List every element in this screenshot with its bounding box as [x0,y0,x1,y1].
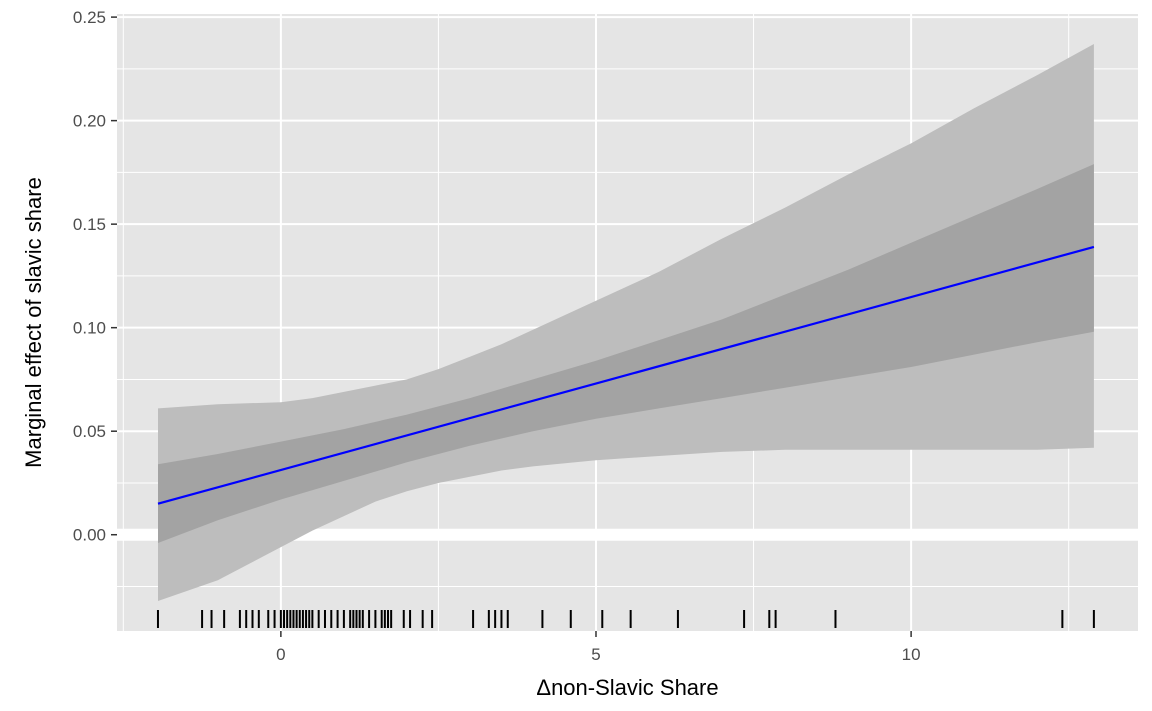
y-axis: 0.00 0.05 0.10 0.15 0.20 0.25 [73,8,117,545]
confidence-band-inner [158,164,1094,543]
confidence-bands [158,44,1094,601]
x-tick-label: 10 [902,645,921,664]
y-tick-label: 0.00 [73,526,106,545]
y-tick-label: 0.25 [73,8,106,27]
y-axis-title: Marginal effect of slavic share [21,177,46,468]
y-tick-label: 0.15 [73,215,106,234]
rug-marks [156,610,1095,628]
marginal-effect-line [157,245,1095,505]
series-lines [157,245,1095,505]
x-tick-label: 0 [276,645,285,664]
y-tick-label: 0.10 [73,319,106,338]
x-axis: 0 5 10 [276,631,921,664]
x-tick-label: 5 [591,645,600,664]
y-tick-label: 0.20 [73,112,106,131]
x-axis-title: Δnon-Slavic Share [536,675,718,700]
y-tick-label: 0.05 [73,422,106,441]
